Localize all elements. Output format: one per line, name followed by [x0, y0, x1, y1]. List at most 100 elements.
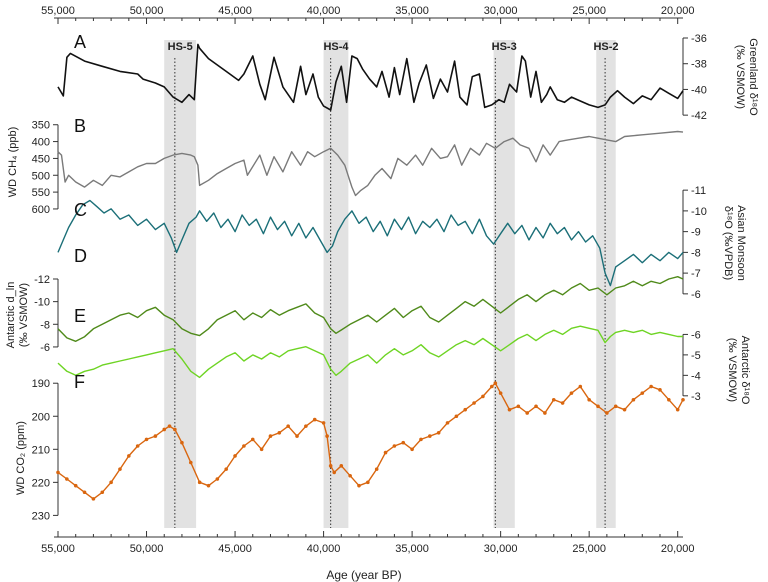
- series-line-d_excess: [57, 276, 684, 342]
- co2-data-point: [332, 470, 337, 475]
- co2-data-point: [649, 384, 653, 389]
- co2-data-point: [667, 397, 671, 402]
- x-tick-label: 25,000: [572, 5, 606, 17]
- y-axis-title-line: Antarctic d_ln: [5, 282, 17, 349]
- co2-data-point: [339, 464, 344, 468]
- hs-band: [493, 40, 515, 528]
- co2-data-point: [82, 490, 87, 495]
- y-axis-title-line: Asian Monsoon: [735, 205, 747, 281]
- y-tick-label: -36: [691, 33, 707, 45]
- co2-data-point: [543, 411, 547, 415]
- co2-data-point: [498, 391, 503, 395]
- co2-data-point: [357, 483, 361, 488]
- co2-data-point: [206, 483, 211, 488]
- co2-data-point: [109, 480, 113, 485]
- data-series: -36-38-40-42A Greenland δ¹⁸O(‰ VSMOW)6005…: [5, 32, 759, 522]
- y-axis-title-line: Antarctic δ¹⁸O: [739, 336, 751, 405]
- hs-band: [596, 40, 616, 528]
- y-tick-label: -38: [691, 59, 707, 71]
- axes: 55,000 50,000 45,000 40,000 35,000 30,000 25,0…: [41, 5, 694, 555]
- co2-data-point: [419, 437, 423, 442]
- y-tick-label: -9: [691, 227, 701, 239]
- y-axis-title-line: WD CO₂ (ppm): [15, 421, 27, 495]
- x-tick-label: 45,000: [218, 5, 252, 17]
- co2-data-point: [167, 424, 172, 428]
- series-line-ch4: [57, 130, 684, 197]
- co2-data-point: [551, 397, 556, 402]
- y-axis-title-line: (‰ VSMOW): [734, 45, 746, 109]
- co2-data-point: [215, 477, 220, 481]
- x-tick-label: 55,000: [41, 5, 75, 17]
- co2-data-point: [472, 401, 476, 405]
- y-tick-label: -42: [691, 110, 707, 122]
- co2-data-point: [493, 381, 498, 386]
- panel-letter: A: [74, 32, 86, 52]
- co2-data-point: [622, 407, 627, 412]
- co2-data-point: [681, 397, 685, 402]
- y-tick-label: -6: [40, 342, 50, 354]
- x-tick-label: 50,000: [130, 5, 164, 17]
- co2-data-point: [321, 421, 326, 425]
- co2-data-point: [605, 411, 609, 415]
- co2-data-point: [173, 427, 177, 432]
- co2-data-point: [569, 391, 574, 395]
- co2-data-point: [578, 384, 583, 389]
- co2-data-point: [127, 454, 131, 458]
- panel-f: 230 220 210 200 190 F WD CO₂ (ppm): [15, 372, 685, 522]
- y-axis-title-line: (‰ VSMOW): [18, 283, 30, 347]
- x-tick-label: 25,000: [572, 543, 606, 555]
- co2-data-point: [366, 480, 370, 485]
- co2-data-point: [250, 437, 255, 442]
- co2-data-point: [65, 477, 69, 481]
- co2-data-point: [224, 467, 229, 471]
- co2-data-point: [445, 421, 450, 425]
- x-tick-label: 20,000: [661, 543, 695, 555]
- co2-data-point: [233, 454, 237, 458]
- co2-data-point: [153, 434, 158, 438]
- y-axis-title-line: δ¹⁸O (‰VPDB): [722, 206, 734, 280]
- co2-data-point: [304, 424, 308, 428]
- co2-data-point: [436, 430, 441, 435]
- co2-data-point: [383, 450, 388, 455]
- x-axis-top: 55,000 50,000 45,000 40,000 35,000 30,000 25,0…: [41, 5, 695, 24]
- x-axis-bottom: 55,000 50,000 45,000 40,000 35,000 30,000 25,0…: [41, 531, 695, 555]
- co2-data-point: [525, 411, 529, 415]
- y-tick-label: -12: [34, 274, 50, 286]
- y-axis-title-line: WD CH₄ (ppb): [7, 127, 19, 198]
- panel-letter: E: [74, 306, 86, 326]
- co2-data-point: [463, 407, 468, 412]
- x-tick-label: 35,000: [395, 543, 429, 555]
- co2-data-point: [640, 391, 645, 395]
- co2-data-point: [295, 434, 299, 438]
- x-tick-label: 50,000: [130, 543, 164, 555]
- y-axis-title: Antarctic δ¹⁸O(‰ VSMOW): [726, 336, 751, 405]
- panel-letter: F: [74, 372, 85, 392]
- y-tick-label: -4: [691, 370, 701, 382]
- co2-data-point: [587, 397, 591, 402]
- hs-label: HS-5: [168, 41, 193, 53]
- co2-data-point: [162, 427, 167, 432]
- co2-data-point: [401, 440, 406, 445]
- x-tick-label: 20,000: [661, 5, 695, 17]
- co2-data-point: [242, 444, 246, 448]
- y-tick-label: -10: [691, 206, 707, 218]
- x-tick-label: 30,000: [484, 543, 518, 555]
- co2-data-point: [328, 464, 333, 468]
- co2-data-point: [277, 430, 282, 435]
- y-tick-label: -3: [691, 391, 701, 403]
- x-tick-label: 40,000: [307, 5, 341, 17]
- y-tick-label: -40: [691, 84, 707, 96]
- co2-data-point: [560, 401, 565, 405]
- co2-data-point: [197, 480, 202, 485]
- y-tick-label: 230: [32, 510, 50, 522]
- co2-data-point: [428, 434, 432, 438]
- co2-data-point: [507, 407, 512, 412]
- co2-data-point: [374, 467, 379, 471]
- heinrich-stadial-bands: HS-5 HS-4 HS-3 HS-2: [164, 40, 619, 528]
- panel-d: -6 -8 -10 -12 D Antarctic d_ln(‰ VSMOW): [5, 246, 684, 354]
- co2-data-point: [454, 414, 459, 419]
- panel-letter: B: [74, 116, 86, 136]
- co2-data-point: [613, 404, 618, 409]
- y-axis-title-line: Greenland δ¹⁸O: [747, 38, 759, 116]
- co2-data-point: [410, 447, 414, 452]
